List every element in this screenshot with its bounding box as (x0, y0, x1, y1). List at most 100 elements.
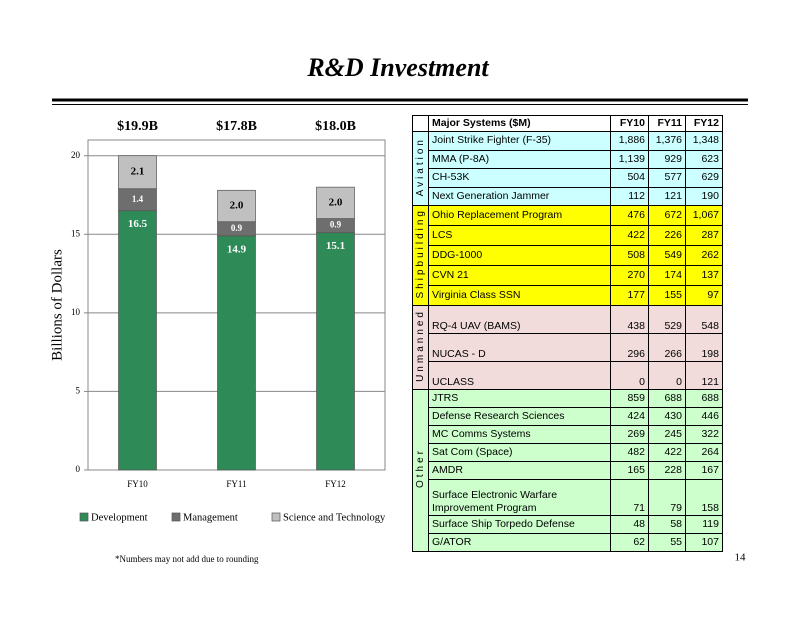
group-label: Other (415, 448, 426, 489)
table-cell: 62 (610, 533, 649, 552)
table-row: LCS 422 226 287 (412, 225, 723, 246)
y-tick-label: 20 (71, 150, 81, 160)
bar-segment (217, 189, 256, 223)
table-cell: 266 (648, 333, 686, 362)
value-label: 2.0 (329, 196, 343, 208)
table-cell: 1,348 (685, 131, 723, 151)
table-cell: Surface Ship Torpedo Defense (428, 515, 611, 534)
table-cell: CVN 21 (428, 265, 611, 286)
table-cell: 48 (610, 515, 649, 534)
x-tick-label: FY12 (325, 479, 346, 489)
y-tick-label: 10 (71, 307, 81, 317)
table-cell: 296 (610, 333, 649, 362)
table-cell: RQ-4 UAV (BAMS) (428, 305, 611, 334)
table-cell: 55 (648, 533, 686, 552)
table-row: Unmanned RQ-4 UAV (BAMS) 438 529 548 (412, 305, 723, 390)
table-cell: MMA (P-8A) (428, 149, 611, 169)
table-cell: 1,139 (610, 149, 649, 169)
table-cell: 121 (648, 186, 686, 206)
systems-table: Major Systems ($M) FY10 FY11 FY12 Aviation Jo… (412, 115, 723, 552)
table-cell: Major Systems ($M) (428, 115, 611, 132)
table-cell: FY11 (648, 115, 686, 132)
table-cell (412, 115, 429, 132)
legend-swatch (171, 512, 181, 522)
table-row: Other JTRS 859 688 688 (412, 389, 723, 552)
bar-segment (217, 235, 256, 471)
total-label: $17.8B (216, 119, 257, 134)
table-cell: 424 (610, 407, 649, 426)
table-cell: Next Generation Jammer (428, 186, 611, 206)
x-tick-label: FY11 (226, 479, 246, 489)
legend-swatch (79, 512, 89, 522)
table-cell: 97 (685, 285, 723, 306)
table-row: Aviation Joint Strike Fighter (F-35) 1,886… (412, 131, 723, 206)
table-cell: 430 (648, 407, 686, 426)
legend-label: Management (183, 512, 238, 523)
y-tick-label: 15 (71, 228, 81, 238)
table-cell: 167 (685, 461, 723, 480)
table-cell: Defense Research Sciences (428, 407, 611, 426)
group-label-cell: Other (412, 389, 429, 552)
table-row: NUCAS - D 296 266 198 (412, 333, 723, 362)
table-cell: 270 (610, 265, 649, 286)
value-label: 0.9 (231, 223, 243, 233)
table-cell: Sat Com (Space) (428, 443, 611, 462)
value-label: 2.0 (230, 200, 244, 212)
total-label: $18.0B (315, 119, 356, 134)
table-cell: 58 (648, 515, 686, 534)
table-row: Defense Research Sciences 424 430 446 (412, 407, 723, 426)
table-cell: JTRS (428, 389, 611, 408)
table-cell: 529 (648, 305, 686, 334)
table-cell: 0 (610, 361, 649, 390)
table-cell: MC Comms Systems (428, 425, 611, 444)
y-tick-label: 0 (76, 464, 81, 474)
table-cell: 482 (610, 443, 649, 462)
table-cell: 79 (648, 479, 686, 516)
legend-label: Development (91, 512, 148, 523)
table-cell: 158 (685, 479, 723, 516)
table-cell: 174 (648, 265, 686, 286)
table-cell: 177 (610, 285, 649, 306)
table-cell: Virginia Class SSN (428, 285, 611, 306)
group-label-cell: Aviation (412, 131, 429, 206)
table-cell: 549 (648, 245, 686, 266)
table-cell: 438 (610, 305, 649, 334)
table-cell: 262 (685, 245, 723, 266)
table-cell: 107 (685, 533, 723, 552)
table-cell: AMDR (428, 461, 611, 480)
table-cell: 1,067 (685, 205, 723, 226)
table-cell: FY10 (610, 115, 649, 132)
table-row: Shipbuilding Ohio Replacement Program 476 6… (412, 205, 723, 306)
group-label: Shipbuilding (415, 208, 426, 299)
value-label: 2.1 (131, 166, 145, 178)
group-label-cell: Shipbuilding (412, 205, 429, 306)
slide-title: R&D Investment (306, 53, 489, 82)
table-row: UCLASS 0 0 121 (412, 361, 723, 390)
table-cell: 422 (648, 443, 686, 462)
value-label: 1.4 (132, 194, 144, 204)
table-cell: 121 (685, 361, 723, 390)
table-row: Next Generation Jammer 112 121 190 (412, 186, 723, 206)
table-cell: 688 (685, 389, 723, 408)
table-cell: 71 (610, 479, 649, 516)
table-cell: 623 (685, 149, 723, 169)
table-cell: 548 (685, 305, 723, 334)
total-label: $19.9B (117, 119, 158, 134)
value-label: 14.9 (227, 243, 247, 255)
table-cell: 137 (685, 265, 723, 286)
table-cell: 228 (648, 461, 686, 480)
x-tick-label: FY10 (127, 479, 148, 489)
table-cell: Surface Electronic Warfare Improvement P… (428, 479, 611, 516)
table-cell: DDG-1000 (428, 245, 611, 266)
table-cell: CH-53K (428, 168, 611, 188)
table-row: MC Comms Systems 269 245 322 (412, 425, 723, 444)
value-label: 15.1 (326, 240, 345, 252)
table-row: Surface Ship Torpedo Defense 48 58 119 (412, 515, 723, 534)
table-cell: 422 (610, 225, 649, 246)
table-cell: 245 (648, 425, 686, 444)
table-cell: 0 (648, 361, 686, 390)
table-cell: 476 (610, 205, 649, 226)
bar-segment (316, 232, 355, 471)
table-cell: NUCAS - D (428, 333, 611, 362)
group-label: Aviation (415, 136, 426, 197)
